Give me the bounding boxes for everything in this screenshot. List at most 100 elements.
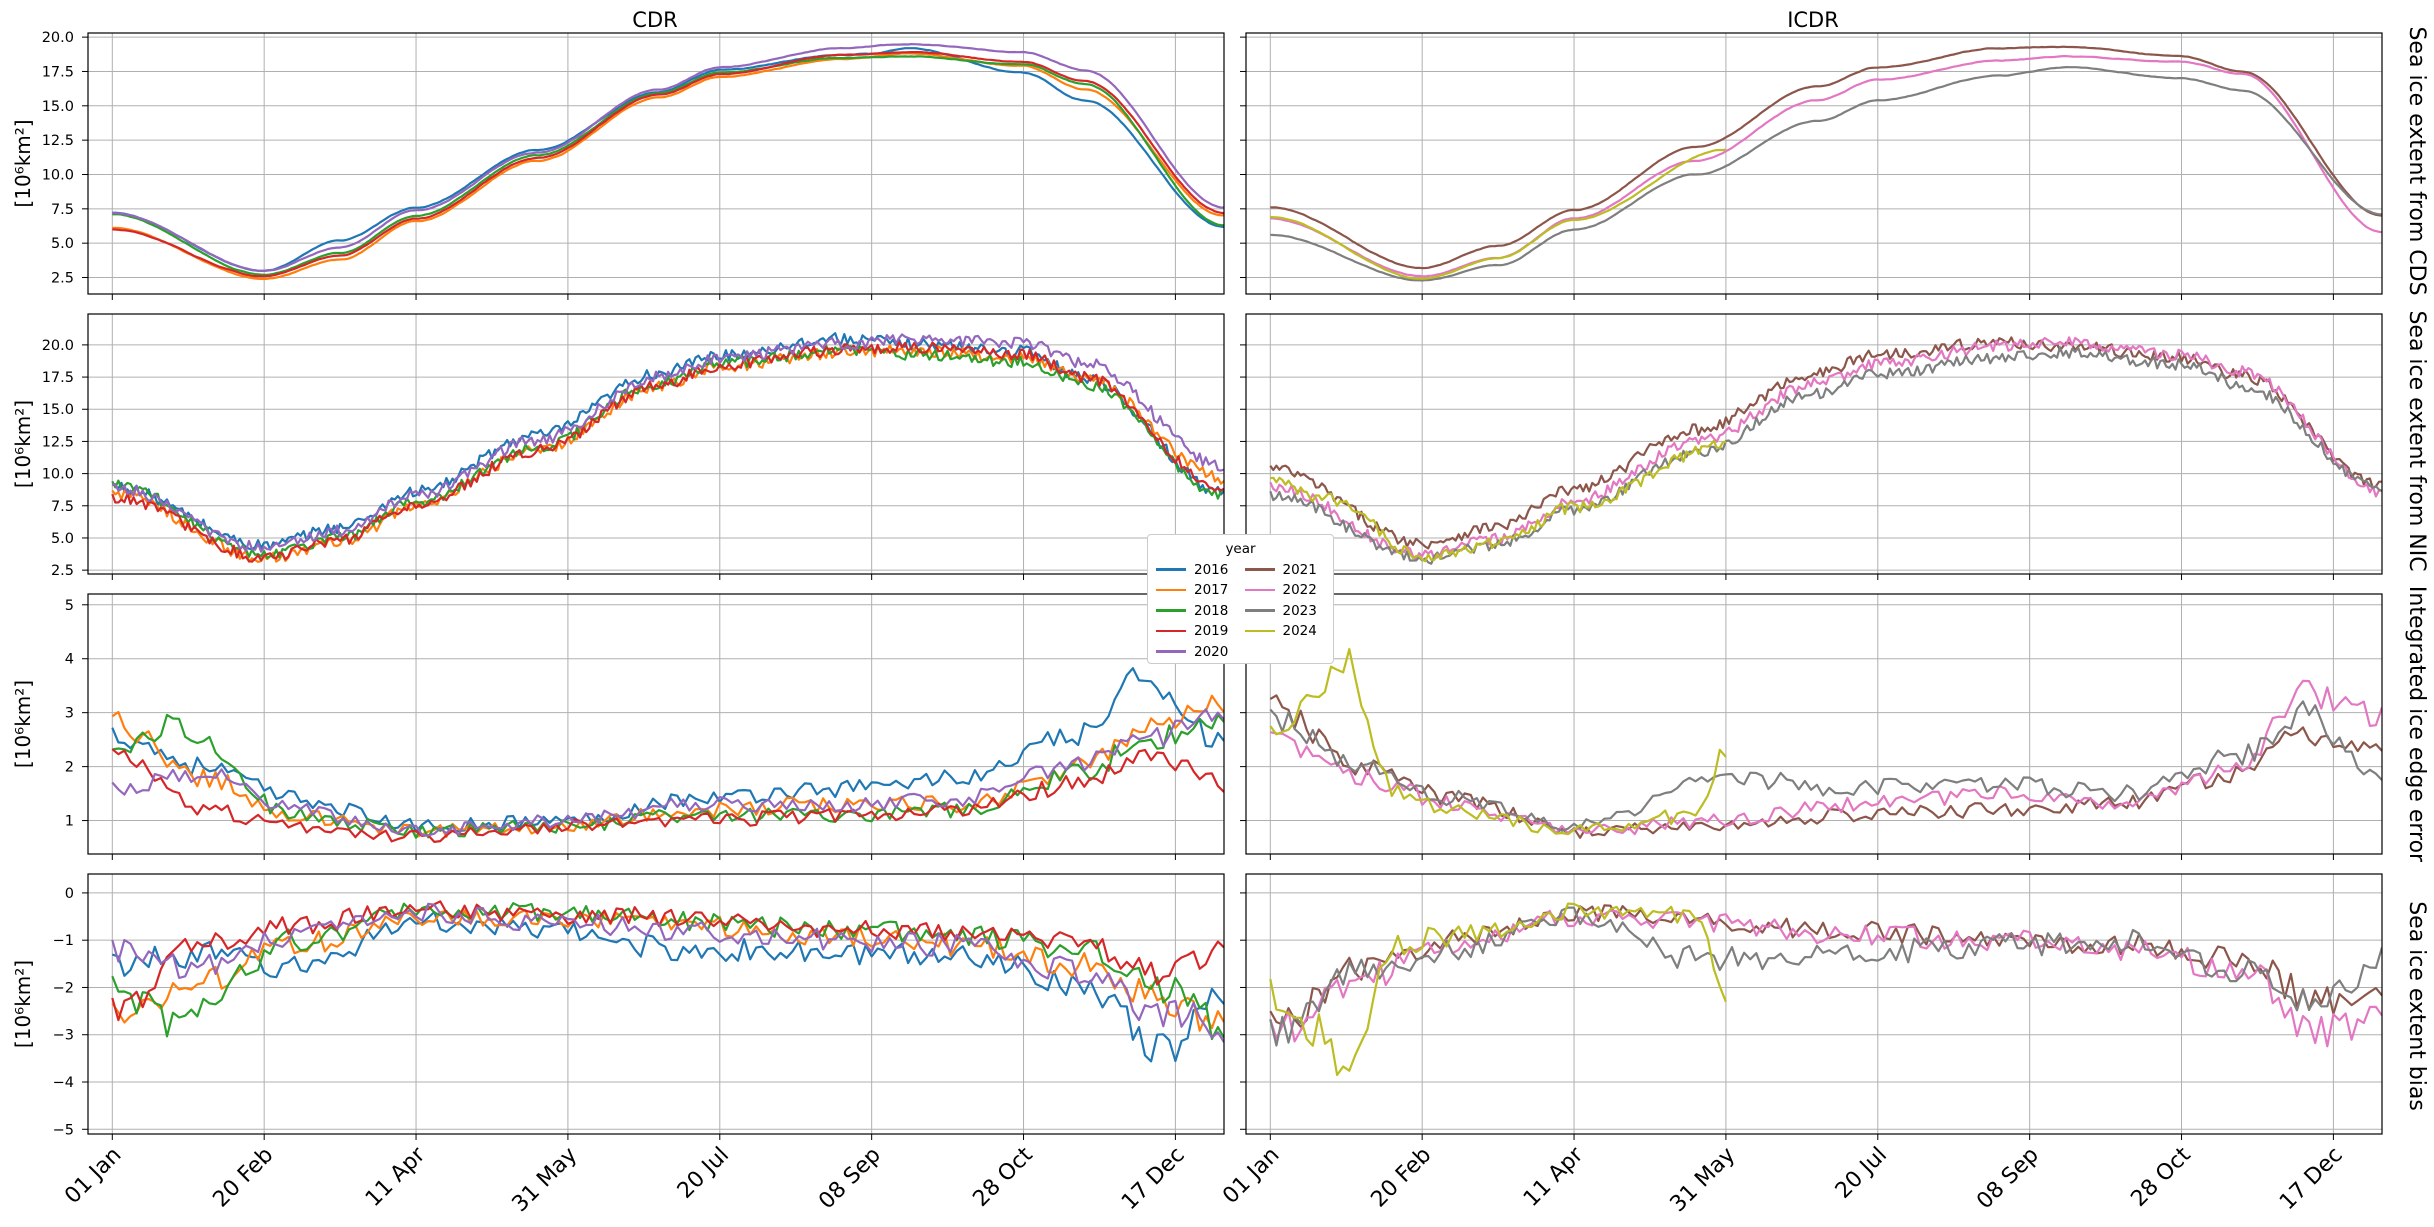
series-line-2020	[111, 708, 1224, 837]
axes-frame	[1245, 593, 2383, 855]
axes-frame	[1245, 32, 2383, 295]
series-line-2019	[111, 341, 1224, 563]
x-tick-label: 17 Dec	[1117, 1143, 1190, 1216]
legend-label: 2023	[1282, 602, 1317, 619]
y-tick-label: 0	[65, 886, 74, 902]
legend-swatch	[1244, 609, 1275, 612]
legend-item-2023: 2023	[1244, 602, 1334, 619]
series-line-2022	[1270, 679, 2382, 836]
legend-label: 2024	[1282, 623, 1317, 639]
x-tick-label: 01 Jan	[1218, 1143, 1284, 1209]
panel-3-1: 01 Jan 20 Feb 11 Apr 31 May 20 Jul 08 Sep 28 O…	[1218, 873, 2383, 1217]
series-line-2019	[112, 51, 1224, 278]
y-tick-label: 15.0	[42, 402, 74, 418]
legend-swatch	[1156, 650, 1186, 653]
legend-swatch	[1156, 629, 1186, 633]
panel-0-1	[1240, 32, 2383, 300]
panel-0-0: 2.5 5.0 7.5 10.0 12.5 15.0 17.5 20.0 [10⁶km²]	[11, 30, 1225, 300]
y-tick-label: 5.0	[51, 531, 74, 547]
y-tick-label: 2.5	[51, 271, 74, 287]
series-line-2020	[112, 43, 1224, 272]
panel-2-1	[1240, 593, 2383, 860]
y-axis-label: [10⁶km²]	[11, 960, 35, 1048]
y-axis-label: [10⁶km²]	[11, 119, 35, 207]
column-title-icdr: ICDR	[1787, 8, 1839, 32]
y-tick-label: 2	[65, 760, 74, 776]
series-line-2020	[111, 902, 1224, 1043]
y-tick-label: 15.0	[42, 99, 74, 115]
panel-2-0: 1 2 3 4 5 [10⁶km²]	[11, 593, 1225, 860]
series-line-2024	[1270, 148, 1727, 280]
legend-item-2017: 2017	[1156, 582, 1245, 599]
y-tick-label: 5.0	[51, 236, 74, 252]
x-tick-label: 28 Oct	[2126, 1142, 2196, 1212]
series-line-2024	[1270, 439, 1726, 563]
x-tick-label: 20 Feb	[208, 1143, 278, 1213]
y-axis-label: [10⁶km²]	[11, 400, 35, 488]
series-line-2021	[1269, 336, 2382, 550]
series-line-2023	[1269, 700, 2382, 832]
y-tick-label: 12.5	[42, 434, 74, 450]
y-tick-label: 4	[65, 652, 74, 668]
y-tick-label: 10.0	[42, 167, 74, 183]
x-tick-label: 01 Jan	[60, 1143, 126, 1209]
axes-frame	[87, 313, 1225, 575]
y-tick-label: 5	[65, 598, 74, 614]
x-tick-label: 17 Dec	[2275, 1143, 2348, 1216]
series-line-2018	[112, 55, 1224, 276]
axes-frame	[1245, 873, 2383, 1135]
series-line-2023	[1269, 346, 2382, 565]
legend-item-2016: 2016	[1156, 561, 1245, 578]
y-tick-label: −5	[53, 1122, 74, 1138]
legend-title: year	[1225, 541, 1256, 557]
legend-item-2019: 2019	[1156, 623, 1245, 640]
y-tick-label: 3	[65, 706, 74, 722]
series-line-2024	[1269, 902, 1727, 1077]
axes-frame	[87, 873, 1225, 1135]
legend-swatch	[1244, 629, 1275, 633]
series-line-2019	[111, 748, 1224, 843]
axes-frame	[1245, 313, 2383, 575]
x-tick-label: 11 Apr	[1519, 1142, 1589, 1212]
legend-swatch	[1244, 568, 1275, 571]
y-tick-label: 17.5	[42, 370, 74, 386]
x-tick-label: 11 Apr	[361, 1142, 431, 1212]
legend: year 2016 2021 2017 2022 2018 2023 2019 …	[1147, 534, 1334, 664]
y-tick-label: 10.0	[42, 467, 74, 483]
axes-frame	[87, 32, 1225, 295]
row-title-cds: Sea ice extent from CDS	[2404, 26, 2429, 295]
panel-1-1	[1240, 313, 2383, 580]
y-tick-label: 12.5	[42, 133, 74, 149]
y-tick-label: 2.5	[51, 563, 74, 579]
y-tick-label: 7.5	[51, 499, 74, 515]
x-tick-label: 28 Oct	[968, 1142, 1038, 1212]
legend-swatch	[1156, 609, 1186, 612]
series-line-2024	[1269, 648, 1727, 836]
legend-swatch	[1244, 588, 1275, 592]
x-tick-label: 20 Jul	[673, 1143, 734, 1204]
series-line-2022	[1270, 55, 2382, 278]
x-tick-label: 20 Jul	[1831, 1143, 1892, 1204]
y-tick-label: 17.5	[42, 64, 74, 80]
panel-1-0: 2.5 5.0 7.5 10.0 12.5 15.0 17.5 20.0 [10⁶km²]	[11, 313, 1225, 580]
y-axis-label: [10⁶km²]	[11, 680, 35, 768]
series-line-2020	[112, 333, 1224, 553]
series-line-2023	[1269, 906, 2382, 1047]
legend-item-2021: 2021	[1244, 561, 1334, 578]
legend-item-2020: 2020	[1156, 643, 1245, 660]
series-line-2017	[112, 52, 1224, 281]
legend-swatch	[1156, 588, 1186, 592]
series-line-2018	[112, 713, 1224, 839]
y-tick-label: 20.0	[42, 30, 74, 46]
series-line-2016	[111, 910, 1224, 1063]
legend-item-2018: 2018	[1156, 602, 1245, 619]
legend-label: 2018	[1194, 602, 1229, 619]
legend-item-2024: 2024	[1244, 623, 1334, 640]
series-line-2021	[1270, 45, 2382, 270]
x-tick-label: 20 Feb	[1366, 1143, 1436, 1213]
row-title-bias: Sea ice extent bias	[2404, 901, 2429, 1111]
y-tick-label: −4	[53, 1075, 74, 1091]
column-title-cdr: CDR	[632, 8, 677, 32]
y-tick-label: −2	[53, 980, 74, 996]
